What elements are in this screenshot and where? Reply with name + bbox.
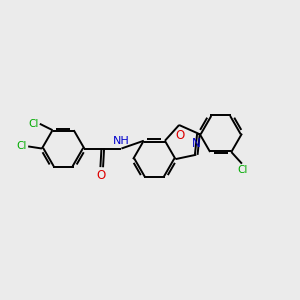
Text: Cl: Cl	[28, 119, 38, 129]
Text: O: O	[175, 128, 184, 142]
Text: N: N	[192, 137, 201, 150]
Text: NH: NH	[113, 136, 130, 146]
Text: Cl: Cl	[237, 165, 248, 176]
Text: Cl: Cl	[16, 141, 27, 152]
Text: O: O	[97, 169, 106, 182]
